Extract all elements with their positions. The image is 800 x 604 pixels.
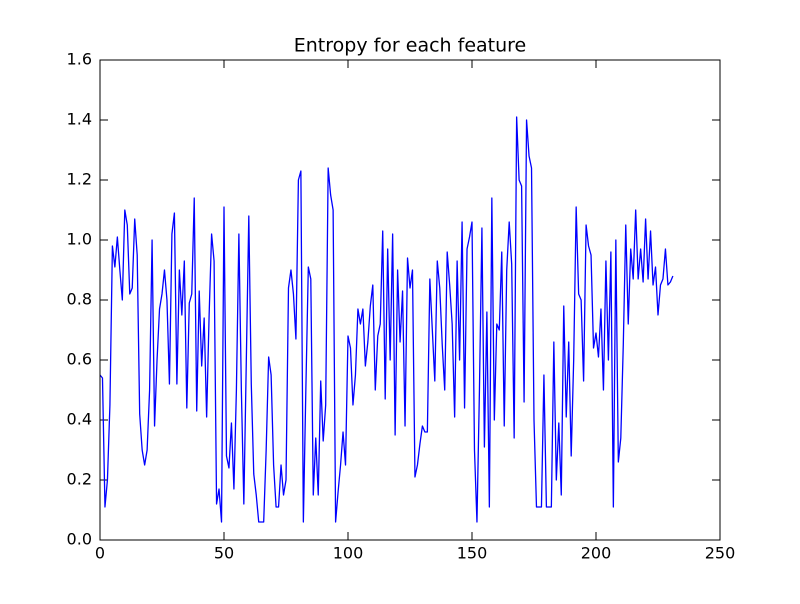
- chart-title: Entropy for each feature: [294, 35, 526, 57]
- y-tick-label: 0.2: [67, 470, 92, 489]
- plot-frame: [99, 59, 721, 541]
- y-tick-label: 0.6: [67, 350, 92, 369]
- x-tick-label: 0: [95, 544, 105, 563]
- x-tick-label: 150: [457, 544, 488, 563]
- y-tick-label: 0.0: [67, 530, 92, 549]
- x-tick-label: 100: [333, 544, 364, 563]
- x-tick-label: 50: [214, 544, 234, 563]
- x-tick-label: 200: [581, 544, 612, 563]
- y-tick-label: 1.6: [67, 50, 92, 69]
- y-tick-label: 1.4: [67, 110, 92, 129]
- x-tick-label: 250: [705, 544, 736, 563]
- y-tick-label: 0.4: [67, 410, 92, 429]
- y-tick-label: 0.8: [67, 290, 92, 309]
- y-tick-label: 1.0: [67, 230, 92, 249]
- data-line: [99, 116, 674, 523]
- y-tick-label: 1.2: [67, 170, 92, 189]
